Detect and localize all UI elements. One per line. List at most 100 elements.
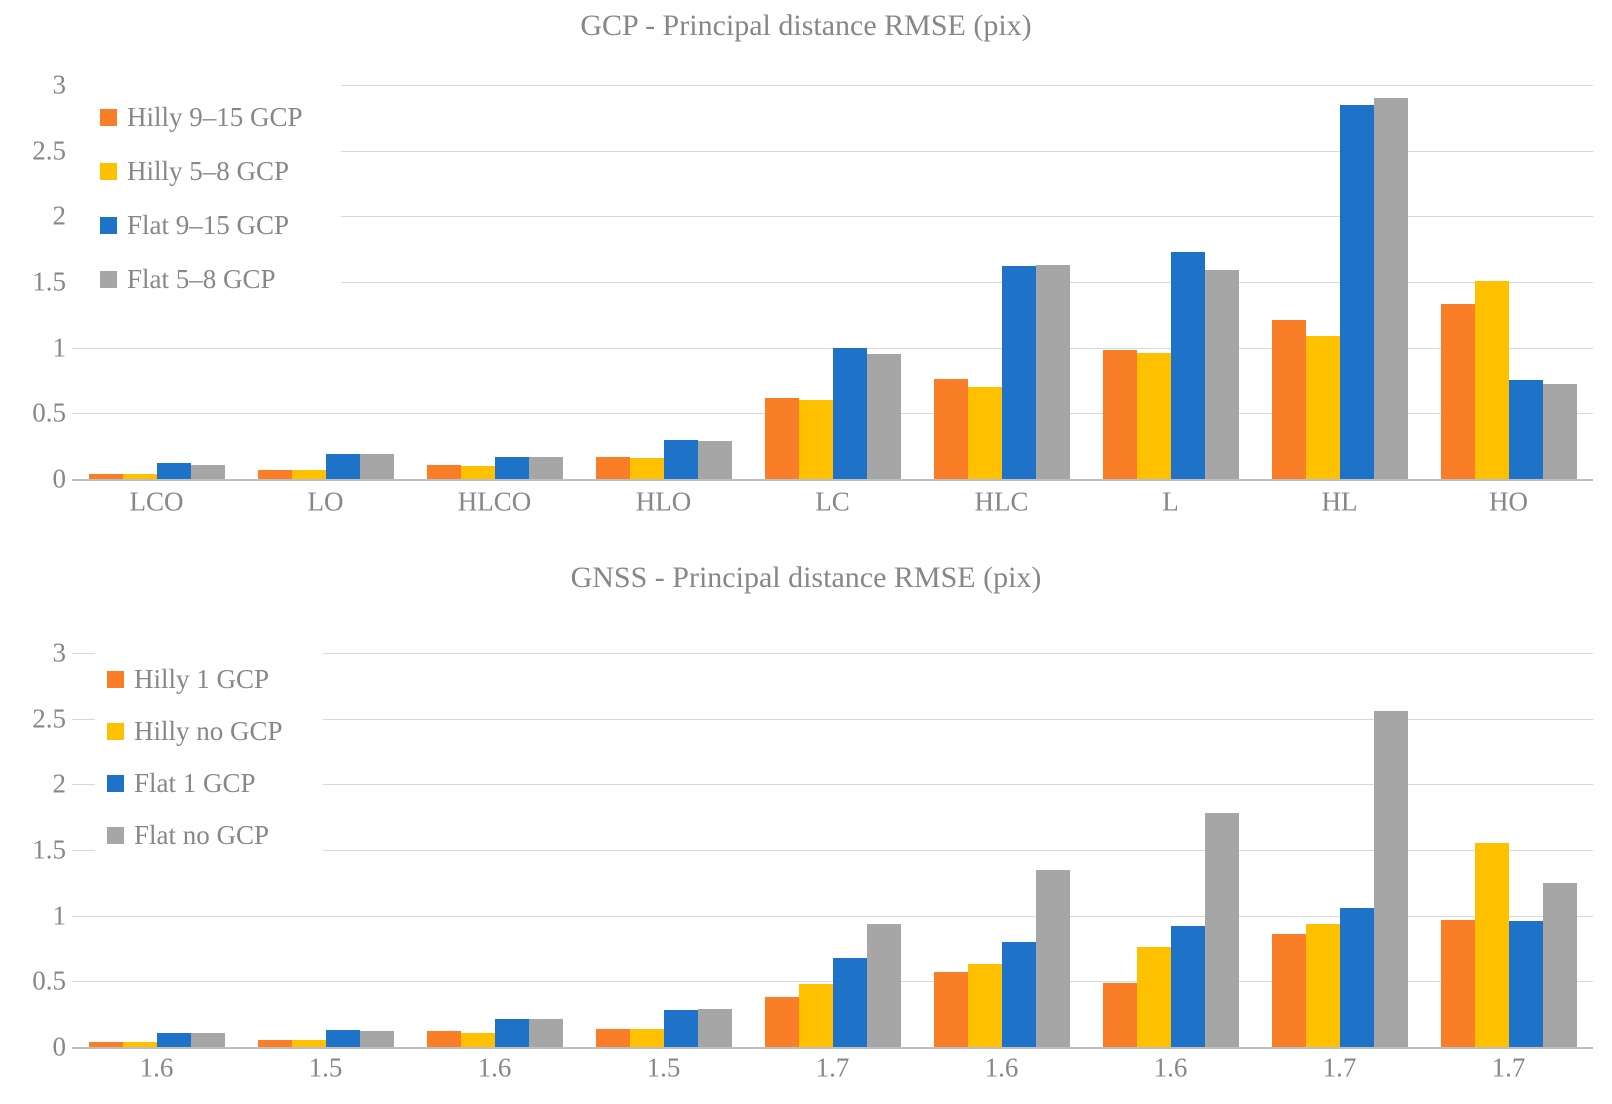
legend-label: Flat no GCP — [134, 819, 270, 850]
legend: Hilly 1 GCP Hilly no GCP Flat 1 GCP Flat… — [95, 647, 323, 861]
bar — [596, 1029, 630, 1047]
bar — [157, 463, 191, 479]
gridline — [72, 85, 1593, 86]
bar — [799, 984, 833, 1047]
bar — [1002, 942, 1036, 1047]
y-axis-tick-label: 2 — [52, 768, 67, 799]
bar — [1509, 380, 1543, 479]
legend-item: Hilly 5–8 GCP — [100, 144, 341, 198]
x-axis-category-label: 1.5 — [646, 1052, 681, 1083]
bar — [698, 1009, 732, 1047]
x-axis-category-label: 1.7 — [815, 1052, 850, 1083]
bar — [191, 465, 225, 479]
legend-item: Flat 5–8 GCP — [100, 252, 341, 306]
bar — [495, 457, 529, 479]
bar — [968, 387, 1002, 479]
bar — [529, 457, 563, 479]
bar — [934, 379, 968, 479]
bar — [258, 1040, 292, 1047]
bar — [1205, 270, 1239, 479]
legend: Hilly 9–15 GCP Hilly 5–8 GCP Flat 9–15 G… — [72, 80, 341, 306]
x-axis-category-label: 1.6 — [984, 1052, 1019, 1083]
x-axis-category-label: 1.6 — [139, 1052, 174, 1083]
bar — [833, 958, 867, 1047]
x-axis-category-label: LO — [307, 486, 344, 517]
bar — [1272, 934, 1306, 1047]
bar — [326, 1030, 360, 1047]
bar — [427, 1031, 461, 1047]
legend-label: Flat 9–15 GCP — [127, 209, 290, 240]
bar — [360, 454, 394, 479]
x-axis-line — [72, 479, 1593, 481]
bar — [191, 1033, 225, 1047]
bar — [1171, 926, 1205, 1047]
gridline — [72, 719, 1593, 720]
bar — [461, 1033, 495, 1047]
bar — [765, 398, 799, 479]
legend-item: Hilly no GCP — [107, 705, 323, 757]
legend-label: Flat 1 GCP — [134, 767, 256, 798]
bar — [1002, 266, 1036, 479]
y-axis-tick-label: 1 — [52, 332, 67, 363]
legend-label: Hilly 9–15 GCP — [127, 101, 303, 132]
bar — [833, 348, 867, 479]
x-axis-category-label: 1.7 — [1491, 1052, 1526, 1083]
bar — [1340, 908, 1374, 1047]
bar — [1475, 843, 1509, 1047]
bar — [1543, 883, 1577, 1047]
bar — [258, 470, 292, 479]
legend-item: Hilly 1 GCP — [107, 653, 323, 705]
gridline — [72, 348, 1593, 349]
x-axis-category-label: 1.6 — [1153, 1052, 1188, 1083]
bar — [1272, 320, 1306, 479]
legend-item: Flat 1 GCP — [107, 757, 323, 809]
chart-title: GNSS - Principal distance RMSE (pix) — [570, 561, 1042, 594]
bar — [630, 1029, 664, 1047]
legend-swatch-icon — [107, 670, 124, 688]
legend-item: Flat 9–15 GCP — [100, 198, 341, 252]
legend-swatch-icon — [100, 108, 117, 126]
bar — [89, 474, 123, 479]
bar — [461, 466, 495, 479]
gridline — [72, 850, 1593, 851]
bar — [1137, 353, 1171, 479]
bar — [1340, 105, 1374, 479]
bar — [123, 1042, 157, 1047]
x-axis-category-label: HL — [1321, 486, 1358, 517]
legend-label: Hilly 5–8 GCP — [127, 155, 290, 186]
legend-swatch-icon — [100, 270, 117, 288]
y-axis-tick-label: 0.5 — [32, 965, 66, 996]
bar — [1103, 983, 1137, 1047]
y-axis-tick-label: 3 — [52, 69, 67, 100]
bar — [1137, 947, 1171, 1047]
bar — [1475, 281, 1509, 479]
bar — [934, 972, 968, 1047]
bar — [664, 440, 698, 479]
legend-label: Hilly no GCP — [134, 715, 283, 746]
x-axis-category-label: L — [1162, 486, 1179, 517]
legend-item: Hilly 9–15 GCP — [100, 90, 341, 144]
legend-label: Flat 5–8 GCP — [127, 263, 276, 294]
bar — [292, 470, 326, 479]
bar — [292, 1040, 326, 1047]
gridline — [72, 282, 1593, 283]
bar — [968, 964, 1002, 1047]
bar — [1306, 336, 1340, 479]
chart-title: GCP - Principal distance RMSE (pix) — [580, 9, 1032, 42]
bar — [867, 354, 901, 479]
gridline — [72, 784, 1593, 785]
gridline — [72, 653, 1593, 654]
x-axis-category-label: HLCO — [457, 486, 532, 517]
y-axis-tick-label: 0 — [52, 463, 67, 494]
legend-swatch-icon — [107, 826, 124, 844]
x-axis-category-label: LCO — [129, 486, 184, 517]
y-axis-tick-label: 1 — [52, 900, 67, 931]
bar — [1205, 813, 1239, 1047]
bar — [157, 1033, 191, 1047]
bar — [360, 1031, 394, 1047]
bar — [427, 465, 461, 479]
x-axis-category-label: LC — [815, 486, 850, 517]
legend-swatch-icon — [100, 162, 117, 180]
bar — [664, 1010, 698, 1047]
gridline — [72, 216, 1593, 217]
